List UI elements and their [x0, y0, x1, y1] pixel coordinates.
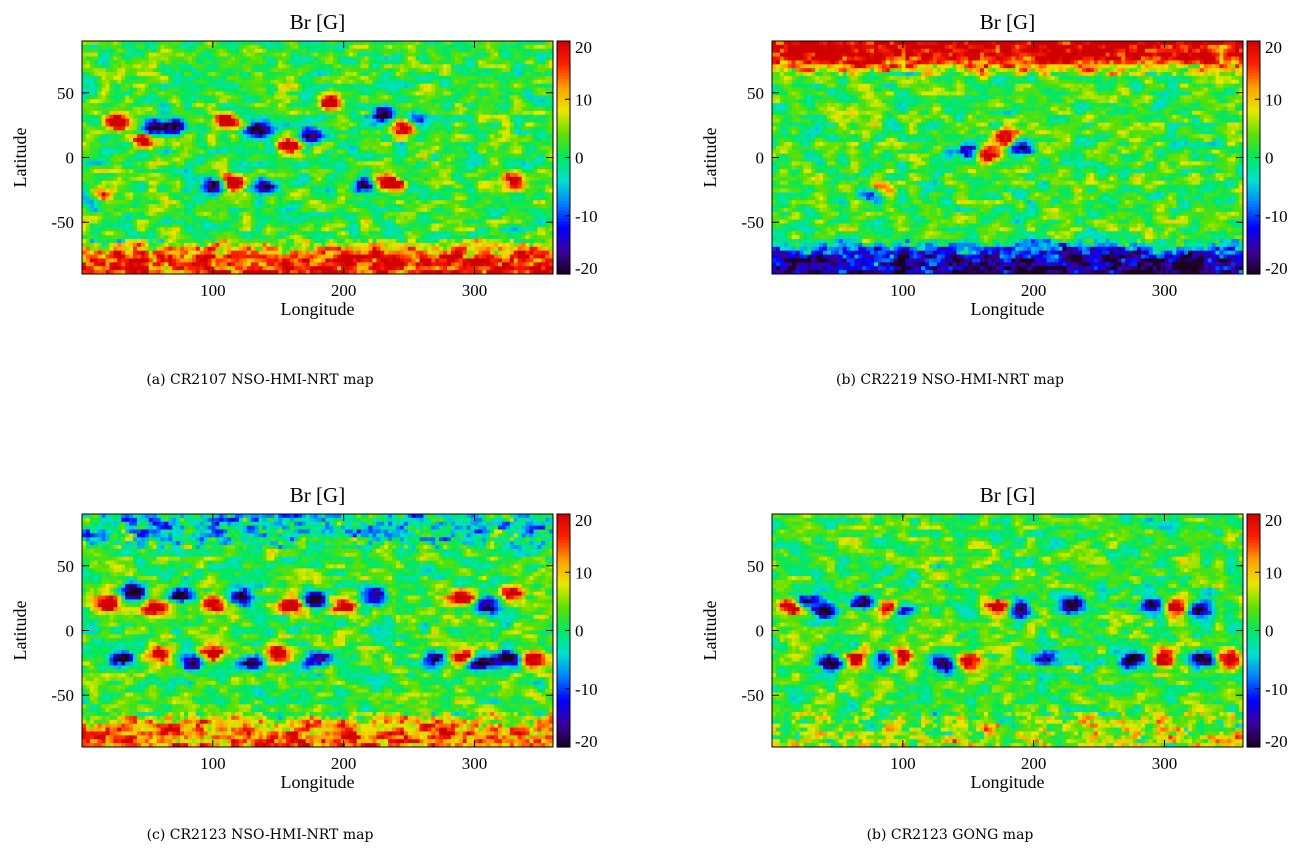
colorbar-tick-label: 0 — [575, 149, 584, 168]
y-tick-label: -50 — [51, 686, 74, 705]
colorbar-tick-label: 10 — [1265, 90, 1282, 109]
chart-title: Br [G] — [980, 10, 1035, 34]
colorbar-tick-label: 20 — [575, 38, 592, 57]
heatmap-field — [82, 41, 554, 275]
x-axis-label: Longitude — [971, 299, 1045, 319]
colorbar-tick-label: -10 — [1265, 680, 1288, 699]
heatmap-field — [772, 514, 1244, 748]
panel-d: Br [G] 100 200 300 50 0 -50 Longitude Latitude 20… — [690, 473, 1307, 818]
colorbar — [556, 513, 571, 748]
x-axis-label: Longitude — [281, 299, 355, 319]
x-tick-label: 300 — [1152, 281, 1178, 300]
chart-a: Br [G]100 200 300500-50LongitudeLatitude20… — [10, 10, 598, 319]
y-tick-label: -50 — [51, 213, 74, 232]
x-tick-label: 100 — [890, 754, 916, 773]
panel-b: Br [G] 100 200 300 50 0 -50 Longitude Latitude 20… — [690, 0, 1307, 345]
x-tick-label: 200 — [1021, 281, 1047, 300]
y-axis-label: Latitude — [10, 128, 30, 188]
y-tick-label: 0 — [756, 149, 765, 168]
colorbar — [1246, 40, 1261, 275]
colorbar-tick-label: -10 — [1265, 207, 1288, 226]
colorbar-tick-label: -20 — [575, 732, 598, 751]
x-tick-label: 300 — [462, 281, 488, 300]
panel-c: Br [G] 100 200 300 50 0 -50 Longitude Latitude 20… — [0, 473, 620, 818]
colorbar-tick-label: 0 — [1265, 149, 1274, 168]
x-tick-label: 100 — [200, 281, 226, 300]
colorbar-tick-label: -20 — [1265, 732, 1288, 751]
y-tick-label: 50 — [57, 557, 74, 576]
y-tick-label: 50 — [747, 84, 764, 103]
chart-title: Br [G] — [290, 10, 345, 34]
caption-a: (a) CR2107 NSO-HMI-NRT map — [0, 372, 520, 388]
heatmap-field — [82, 514, 554, 748]
chart-c: Br [G]100 200 300500-50LongitudeLatitude20… — [10, 483, 598, 792]
x-tick-label: 100 — [200, 754, 226, 773]
x-tick-label: 100 — [890, 281, 916, 300]
y-tick-label: 50 — [57, 84, 74, 103]
y-tick-label: -50 — [741, 686, 764, 705]
x-tick-label: 200 — [1021, 754, 1047, 773]
colorbar-tick-label: 20 — [1265, 511, 1282, 530]
colorbar — [1246, 513, 1261, 748]
heatmap-field — [772, 41, 1244, 275]
panel-a: Br [G] 100 200 300 50 0 -50 Longitude Latitude 20… — [0, 0, 620, 345]
x-tick-label: 300 — [1152, 754, 1178, 773]
colorbar-tick-label: 10 — [575, 563, 592, 582]
chart-d: Br [G]100 200 300500-50LongitudeLatitude20… — [700, 483, 1288, 792]
y-tick-label: 0 — [756, 622, 765, 641]
colorbar-tick-label: 20 — [1265, 38, 1282, 57]
colorbar-tick-label: 0 — [575, 622, 584, 641]
x-tick-label: 200 — [331, 281, 357, 300]
y-axis-label: Latitude — [700, 128, 720, 188]
y-tick-label: 50 — [747, 557, 764, 576]
y-tick-label: -50 — [741, 213, 764, 232]
chart-title: Br [G] — [290, 483, 345, 507]
x-tick-label: 200 — [331, 754, 357, 773]
colorbar-tick-label: 0 — [1265, 622, 1274, 641]
caption-d: (b) CR2123 GONG map — [690, 827, 1210, 843]
chart-title: Br [G] — [980, 483, 1035, 507]
y-tick-label: 0 — [66, 622, 75, 641]
chart-b: Br [G]100 200 300500-50LongitudeLatitude20… — [700, 10, 1288, 319]
caption-c: (c) CR2123 NSO-HMI-NRT map — [0, 827, 520, 843]
y-axis-label: Latitude — [700, 601, 720, 661]
x-axis-label: Longitude — [971, 772, 1045, 792]
y-tick-label: 0 — [66, 149, 75, 168]
y-axis-label: Latitude — [10, 601, 30, 661]
colorbar-tick-label: -20 — [1265, 259, 1288, 278]
colorbar-tick-label: 10 — [1265, 563, 1282, 582]
colorbar-tick-label: -20 — [575, 259, 598, 278]
caption-b: (b) CR2219 NSO-HMI-NRT map — [690, 372, 1210, 388]
colorbar-tick-label: 20 — [575, 511, 592, 530]
colorbar-tick-label: -10 — [575, 207, 598, 226]
x-axis-label: Longitude — [281, 772, 355, 792]
colorbar-tick-label: 10 — [575, 90, 592, 109]
colorbar-tick-label: -10 — [575, 680, 598, 699]
x-tick-label: 300 — [462, 754, 488, 773]
